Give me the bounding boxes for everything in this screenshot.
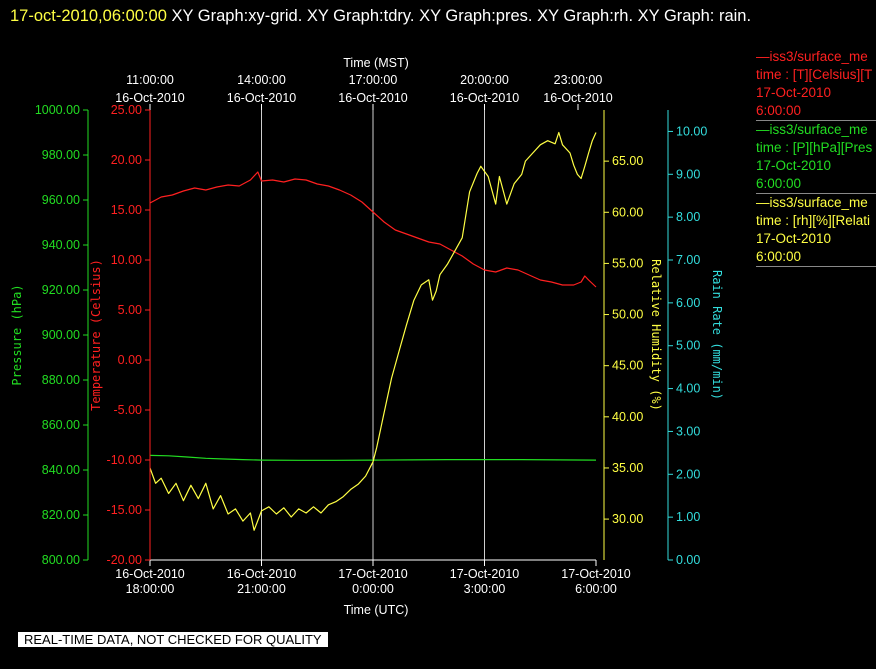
pressure-tick-label: 800.00 <box>42 553 80 567</box>
rain-tick-label: 6.00 <box>676 296 700 310</box>
temperature-tick-label: 0.00 <box>118 353 142 367</box>
x-top-tick-time: 14:00:00 <box>237 73 286 87</box>
y-axis-label-temperature: Temperature (Celsius) <box>89 259 103 411</box>
rain-tick-label: 10.00 <box>676 124 707 138</box>
x-top-tick-date: 16-Oct-2010 <box>115 91 185 105</box>
rain-tick-label: 7.00 <box>676 253 700 267</box>
rain-tick-label: 9.00 <box>676 167 700 181</box>
rain-tick-label: 0.00 <box>676 553 700 567</box>
rh-tick-label: 55.00 <box>612 256 643 270</box>
rain-tick-label: 5.00 <box>676 339 700 353</box>
rain-tick-label: 8.00 <box>676 210 700 224</box>
y-axis-label-pressure: Pressure (hPa) <box>10 284 24 385</box>
legend-entry-time: 6:00:00 <box>756 249 802 264</box>
legend-entry-source: —iss3/surface_me <box>756 122 868 137</box>
x-top-tick-time: 20:00:00 <box>460 73 509 87</box>
rh-tick-label: 35.00 <box>612 461 643 475</box>
rain-tick-label: 3.00 <box>676 424 700 438</box>
x-bottom-axis-label: Time (UTC) <box>344 603 409 617</box>
pressure-tick-label: 860.00 <box>42 418 80 432</box>
legend-entry-variable: time : [T][Celsius][T <box>756 67 873 82</box>
rain-tick-label: 4.00 <box>676 382 700 396</box>
rain-tick-label: 1.00 <box>676 510 700 524</box>
x-top-tick-date: 16-Oct-2010 <box>227 91 297 105</box>
x-bottom-tick-time: 18:00:00 <box>126 582 175 596</box>
x-top-tick-date: 16-Oct-2010 <box>450 91 520 105</box>
legend-entry-date: 17-Oct-2010 <box>756 231 832 246</box>
x-top-tick-time: 17:00:00 <box>349 73 398 87</box>
pressure-tick-label: 900.00 <box>42 328 80 342</box>
temperature-tick-label: -15.00 <box>107 503 142 517</box>
x-top-tick-date: 16-Oct-2010 <box>543 91 613 105</box>
x-top-tick-date: 16-Oct-2010 <box>338 91 408 105</box>
gridlines <box>261 110 485 560</box>
legend-entry-date: 17-Oct-2010 <box>756 85 832 100</box>
pressure-tick-label: 980.00 <box>42 148 80 162</box>
x-bottom-tick-date: 17-Oct-2010 <box>450 567 520 581</box>
temperature-tick-label: 5.00 <box>118 303 142 317</box>
x-bottom-tick-time: 6:00:00 <box>575 582 617 596</box>
pressure-tick-label: 920.00 <box>42 283 80 297</box>
rh-tick-label: 60.00 <box>612 205 643 219</box>
x-bottom-tick-date: 16-Oct-2010 <box>227 567 297 581</box>
x-bottom-tick-time: 0:00:00 <box>352 582 394 596</box>
temperature-tick-label: 25.00 <box>111 103 142 117</box>
pressure-tick-label: 820.00 <box>42 508 80 522</box>
x-top-tick-time: 23:00:00 <box>554 73 603 87</box>
pressure-tick-label: 960.00 <box>42 193 80 207</box>
pressure-tick-label: 840.00 <box>42 463 80 477</box>
legend-entry-date: 17-Oct-2010 <box>756 158 832 173</box>
legend-entry-variable: time : [P][hPa][Pres <box>756 140 873 155</box>
x-bottom-tick-time: 21:00:00 <box>237 582 286 596</box>
series-layer <box>149 131 597 531</box>
x-top-tick-time: 11:00:00 <box>126 73 174 87</box>
pressure-tick-label: 940.00 <box>42 238 80 252</box>
temperature-tick-label: -10.00 <box>107 453 142 467</box>
rh-tick-label: 45.00 <box>612 359 643 373</box>
graph-title: 17-oct-2010,06:00:00 XY Graph:xy-grid. X… <box>10 2 870 31</box>
x-bottom-tick-time: 3:00:00 <box>464 582 506 596</box>
graph-timestamp: 17-oct-2010,06:00:00 <box>10 7 167 25</box>
legend-entry-pressure: —iss3/surface_me time : [P][hPa][Pres 17… <box>756 121 876 194</box>
axes-layer: 16-Oct-201018:00:0011:00:0016-Oct-201016… <box>35 73 708 596</box>
x-bottom-tick-date: 16-Oct-2010 <box>115 567 185 581</box>
temperature-tick-label: -5.00 <box>114 403 143 417</box>
pressure-tick-label: 1000.00 <box>35 103 80 117</box>
x-bottom-tick-date: 17-Oct-2010 <box>338 567 408 581</box>
temperature-tick-label: -20.00 <box>107 553 142 567</box>
rh-tick-label: 40.00 <box>612 410 643 424</box>
rh-tick-label: 65.00 <box>612 154 643 168</box>
legend-entry-rh: —iss3/surface_me time : [rh][%][Relati 1… <box>756 194 876 267</box>
legend-entry-time: 6:00:00 <box>756 103 802 118</box>
temperature-tick-label: 15.00 <box>111 203 142 217</box>
legend-entry-source: —iss3/surface_me <box>756 195 868 210</box>
legend-entry-time: 6:00:00 <box>756 176 802 191</box>
x-bottom-tick-date: 17-Oct-2010 <box>561 567 631 581</box>
graph-title-list: XY Graph:xy-grid. XY Graph:tdry. XY Grap… <box>166 7 752 25</box>
legend-entry-variable: time : [rh][%][Relati <box>756 213 871 228</box>
temperature-tick-label: 10.00 <box>111 253 142 267</box>
pressure-tick-label: 880.00 <box>42 373 80 387</box>
series-line-temperature <box>149 171 597 288</box>
rain-tick-label: 2.00 <box>676 467 700 481</box>
legend: —iss3/surface_me time : [T][Celsius][T 1… <box>756 48 876 267</box>
series-line-pressure <box>149 454 597 461</box>
legend-entry-source: —iss3/surface_me <box>756 49 868 64</box>
temperature-tick-label: 20.00 <box>111 153 142 167</box>
quality-notice: REAL-TIME DATA, NOT CHECKED FOR QUALITY <box>18 632 328 647</box>
legend-entry-temperature: —iss3/surface_me time : [T][Celsius][T 1… <box>756 48 876 121</box>
x-top-axis-label: Time (MST) <box>343 56 409 70</box>
series-line-rh <box>149 131 597 531</box>
rh-tick-label: 30.00 <box>612 512 643 526</box>
y-axis-label-rain: Rain Rate (mm/min) <box>710 270 724 400</box>
rh-tick-label: 50.00 <box>612 308 643 322</box>
y-axis-label-rh: Relative Humidity (%) <box>649 259 663 411</box>
